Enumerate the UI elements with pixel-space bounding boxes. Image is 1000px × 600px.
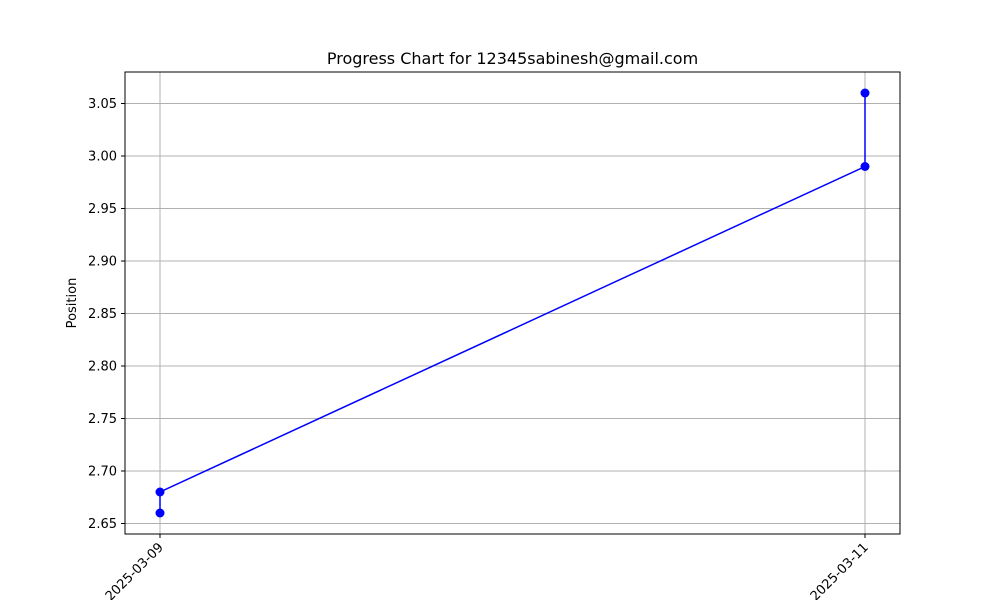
- y-tick-label: 2.80: [88, 360, 117, 375]
- y-tick-label: 2.75: [88, 412, 117, 427]
- data-point: [860, 88, 870, 98]
- y-axis-ticks: 2.65 2.70 2.75 2.80 2.85 2.90 2.95 3.00 3.05: [88, 97, 125, 532]
- y-tick-label: 2.85: [88, 307, 117, 322]
- chart-title: Progress Chart for 12345sabinesh@gmail.c…: [327, 49, 698, 68]
- plot-frame: [124, 71, 901, 535]
- y-tick-label: 2.65: [88, 517, 117, 532]
- y-tick-label: 2.95: [88, 202, 117, 217]
- series-line: [159, 93, 866, 513]
- series-layer: [155, 88, 870, 518]
- data-point: [155, 487, 165, 497]
- y-tick-label: 2.70: [88, 465, 117, 480]
- data-point: [155, 508, 165, 518]
- y-tick-label: 3.00: [88, 150, 117, 165]
- y-tick-label: 3.05: [88, 97, 117, 112]
- y-tick-label: 2.90: [88, 255, 117, 270]
- data-point: [860, 162, 870, 171]
- y-axis-label: Position: [65, 278, 80, 329]
